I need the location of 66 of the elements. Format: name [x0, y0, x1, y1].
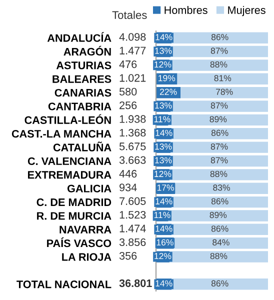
- data-label: 84%: [212, 239, 230, 246]
- text: 7.605: [120, 197, 146, 205]
- text: 36.801: [119, 279, 152, 288]
- y-tick-label: PAÍS VASCO: [47, 237, 112, 248]
- y-tick-label: CANARIAS: [54, 88, 112, 97]
- data-label: 88%: [210, 170, 228, 178]
- text: 3.663: [119, 156, 146, 164]
- data-label: 83%: [213, 184, 230, 191]
- text: 4.098: [119, 33, 146, 41]
- legend-label: Hombres: [164, 6, 208, 14]
- y-tick-label: CAST.-LA MANCHA: [12, 130, 112, 138]
- data-label: 14%: [156, 198, 172, 204]
- data-label: 78%: [216, 88, 233, 95]
- text: 580: [119, 88, 137, 96]
- data-label: 87%: [210, 143, 228, 150]
- data-label: 17%: [157, 184, 174, 191]
- y-tick-label: C. DE MADRID: [36, 198, 112, 206]
- text: 476: [119, 60, 137, 68]
- data-label: 89%: [210, 212, 227, 218]
- legend-label: Mujeres: [228, 6, 266, 16]
- data-label: 16%: [156, 239, 174, 246]
- text: 256: [120, 102, 137, 110]
- data-label: 14%: [156, 34, 172, 40]
- text: 356: [119, 252, 137, 260]
- y-tick-label: ARAGÓN: [64, 46, 111, 56]
- data-label: 86%: [211, 130, 228, 136]
- data-label: 86%: [211, 280, 228, 287]
- y-tick-label: BALEARES: [52, 75, 112, 83]
- text: 1.368: [120, 128, 146, 137]
- data-label: 81%: [214, 75, 232, 82]
- data-label: 88%: [210, 252, 228, 260]
- data-label: 87%: [210, 48, 228, 54]
- data-label: 86%: [211, 34, 228, 40]
- y-tick-label: NAVARRA: [60, 226, 112, 234]
- y-tick-label: ANDALUCÍA: [47, 32, 112, 42]
- text: 446: [119, 170, 137, 178]
- data-label: 86%: [211, 198, 228, 204]
- y-tick-label: CASTILLA-LEÓN: [24, 114, 111, 124]
- y-tick-label: EXTREMADURA: [28, 171, 112, 179]
- text: 934: [120, 184, 137, 192]
- data-label: 87%: [210, 102, 228, 109]
- text: 1.021: [120, 74, 146, 82]
- data-label: 88%: [210, 61, 228, 68]
- y-tick-label: GALICIA: [67, 184, 112, 192]
- y-tick-label: R. DE MURCIA: [37, 212, 112, 220]
- y-tick-label: ASTURIAS: [56, 62, 112, 70]
- y-tick-label: CATALUÑA: [53, 142, 112, 152]
- data-label: 14%: [156, 130, 172, 136]
- text: Totales: [112, 10, 147, 19]
- text: 1.523: [120, 210, 146, 219]
- data-label: 22%: [160, 88, 177, 95]
- data-label: 14%: [156, 280, 172, 286]
- data-label: 19%: [158, 75, 176, 82]
- data-label: 89%: [210, 116, 227, 122]
- text: 3.856: [119, 238, 146, 246]
- y-tick-label: LA RIOJA: [62, 253, 112, 261]
- text: 1.474: [120, 224, 146, 232]
- data-label: 87%: [210, 157, 228, 164]
- data-label: 14%: [156, 226, 172, 232]
- text: 1.477: [120, 46, 146, 54]
- y-tick-label: TOTAL NACIONAL: [16, 280, 112, 288]
- text: 5.675: [119, 142, 146, 150]
- y-tick-label: C. VALENCIANA: [28, 157, 112, 166]
- data-label: 86%: [211, 226, 228, 232]
- text: 1.938: [120, 115, 146, 123]
- y-tick-label: CANTABRIA: [48, 102, 112, 110]
